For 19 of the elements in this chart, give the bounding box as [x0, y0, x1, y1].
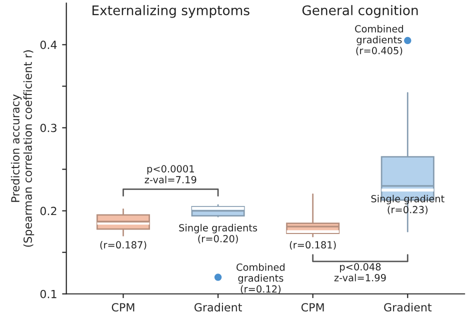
x-tick-label: CPM: [301, 303, 324, 312]
annotation: p<0.0001 z-val=7.19: [144, 165, 196, 184]
annotation: p<0.048 z-val=1.99: [334, 263, 386, 282]
y-tick-label: 0.2: [40, 206, 56, 216]
y-tick-label: 0.1: [40, 290, 56, 298]
annotation: Combined gradients (r=0.405): [355, 24, 404, 56]
annotation: Externalizing symptoms: [92, 5, 250, 18]
y-tick-label: 0.3: [40, 124, 56, 132]
annotation: General cognition: [302, 5, 418, 18]
annotation: Single gradient (r=0.23): [371, 194, 444, 214]
x-tick-label: CPM: [112, 303, 134, 312]
annotation: (r=0.187): [100, 241, 146, 250]
annotation: Combined gradients (r=0.12): [236, 263, 285, 294]
y-axis-title: Prediction accuracy (Spearman correlation coefficient r): [10, 50, 34, 247]
y-tick-label: 0.4: [40, 40, 57, 50]
x-tick-label: Gradient: [384, 302, 432, 312]
x-tick-label: Gradient: [194, 302, 242, 312]
annotation: Single gradients (r=0.20): [179, 224, 258, 244]
annotation: (r=0.181): [290, 241, 336, 250]
